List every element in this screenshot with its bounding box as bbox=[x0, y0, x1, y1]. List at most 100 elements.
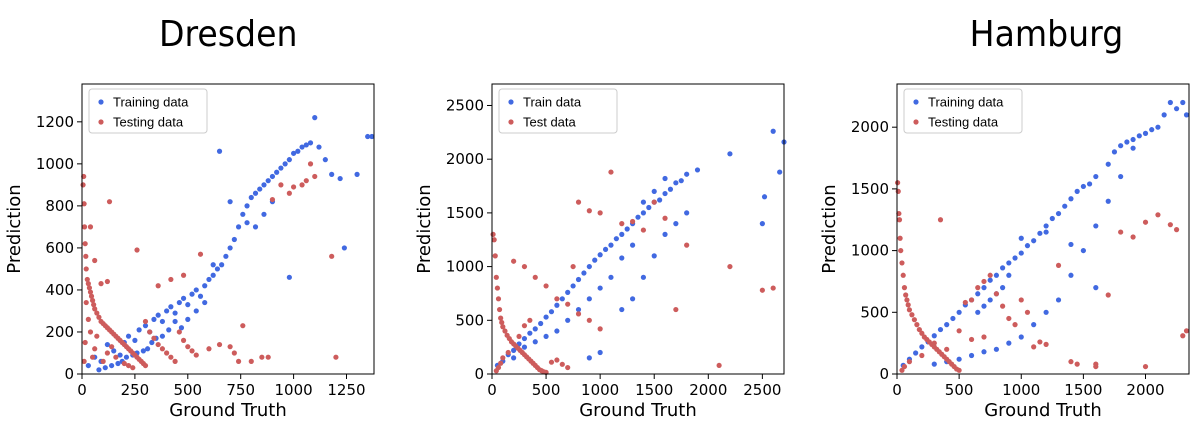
data-point bbox=[673, 221, 679, 227]
data-point bbox=[299, 144, 305, 150]
data-point bbox=[640, 210, 647, 216]
data-point bbox=[104, 278, 110, 285]
data-point bbox=[527, 330, 533, 336]
data-point bbox=[673, 306, 679, 313]
data-point bbox=[495, 296, 502, 302]
data-point bbox=[554, 296, 560, 302]
legend-marker bbox=[913, 99, 919, 105]
data-point bbox=[1074, 361, 1080, 367]
data-point bbox=[1024, 309, 1031, 315]
data-point bbox=[92, 257, 98, 264]
y-tick-label: 1000 bbox=[36, 155, 74, 173]
data-point bbox=[1043, 341, 1049, 347]
data-point bbox=[662, 175, 668, 182]
data-point bbox=[906, 359, 913, 365]
data-point bbox=[295, 148, 301, 154]
y-tick-label: 1500 bbox=[851, 180, 889, 198]
legend-label: Train data bbox=[523, 95, 582, 110]
y-tick-label: 2000 bbox=[851, 118, 889, 136]
data-point bbox=[87, 329, 94, 335]
data-point bbox=[1130, 136, 1136, 143]
data-point bbox=[1130, 145, 1136, 151]
data-point bbox=[206, 346, 212, 352]
data-point bbox=[900, 272, 906, 278]
data-point bbox=[102, 365, 108, 371]
data-point bbox=[231, 350, 237, 356]
data-point bbox=[316, 144, 322, 150]
data-point bbox=[178, 325, 185, 331]
data-point bbox=[322, 157, 328, 163]
data-point bbox=[759, 287, 765, 293]
series-1 bbox=[895, 180, 1190, 373]
data-point bbox=[80, 182, 86, 188]
data-point bbox=[83, 253, 89, 259]
data-point bbox=[231, 236, 237, 243]
data-point bbox=[684, 171, 690, 177]
data-point bbox=[511, 347, 517, 353]
data-point bbox=[770, 128, 776, 134]
legend-marker bbox=[98, 119, 104, 125]
data-point bbox=[1006, 340, 1012, 346]
data-point bbox=[662, 190, 668, 197]
data-point bbox=[1062, 203, 1068, 209]
data-point bbox=[684, 210, 690, 216]
plot-frame bbox=[81, 83, 375, 375]
x-axis-label: Ground Truth bbox=[579, 400, 697, 421]
data-point bbox=[81, 201, 87, 207]
data-point bbox=[635, 214, 641, 220]
data-point bbox=[667, 186, 674, 192]
y-tick-label: 500 bbox=[455, 311, 484, 329]
data-point bbox=[104, 350, 110, 356]
data-point bbox=[132, 337, 138, 343]
data-point bbox=[500, 324, 506, 330]
data-point bbox=[586, 263, 592, 270]
data-point bbox=[219, 262, 225, 268]
data-point bbox=[521, 323, 528, 329]
data-point bbox=[109, 362, 115, 369]
y-axis-label: Prediction bbox=[4, 184, 25, 273]
data-point bbox=[496, 306, 503, 313]
data-point bbox=[548, 359, 555, 365]
x-tick-label: 1000 bbox=[1002, 381, 1040, 399]
data-point bbox=[1183, 328, 1190, 334]
data-point bbox=[490, 231, 496, 237]
data-point bbox=[913, 350, 919, 356]
data-point bbox=[770, 285, 776, 291]
data-point bbox=[586, 208, 592, 214]
data-point bbox=[906, 307, 913, 313]
data-point bbox=[86, 285, 93, 291]
data-point bbox=[89, 297, 96, 304]
data-point bbox=[570, 263, 576, 270]
data-point bbox=[505, 349, 511, 356]
x-tick-label: 0 bbox=[892, 381, 902, 399]
data-point bbox=[597, 285, 603, 291]
data-point bbox=[944, 322, 950, 328]
data-point bbox=[956, 309, 962, 315]
data-point bbox=[113, 354, 119, 360]
data-point bbox=[565, 289, 571, 295]
data-point bbox=[678, 178, 684, 184]
legend-label: Training data bbox=[113, 95, 189, 110]
data-point bbox=[286, 274, 292, 280]
data-point bbox=[575, 311, 582, 317]
data-point bbox=[759, 221, 765, 227]
data-point bbox=[180, 337, 187, 343]
data-point bbox=[1142, 363, 1149, 370]
x-tick-label: 2500 bbox=[743, 381, 781, 399]
data-point bbox=[155, 341, 161, 348]
data-point bbox=[896, 217, 903, 223]
x-tick-label: 0 bbox=[77, 381, 87, 399]
data-point bbox=[1043, 309, 1049, 315]
data-point bbox=[1043, 223, 1049, 229]
x-tick-label: 500 bbox=[532, 381, 561, 399]
data-point bbox=[193, 352, 199, 358]
data-point bbox=[543, 333, 549, 340]
data-point bbox=[993, 346, 1000, 352]
data-point bbox=[1111, 149, 1118, 155]
x-tick-label: 2000 bbox=[689, 381, 727, 399]
data-point bbox=[159, 318, 166, 325]
data-point bbox=[252, 190, 259, 196]
data-point bbox=[202, 283, 208, 289]
data-point bbox=[290, 150, 297, 156]
data-point bbox=[981, 278, 987, 285]
